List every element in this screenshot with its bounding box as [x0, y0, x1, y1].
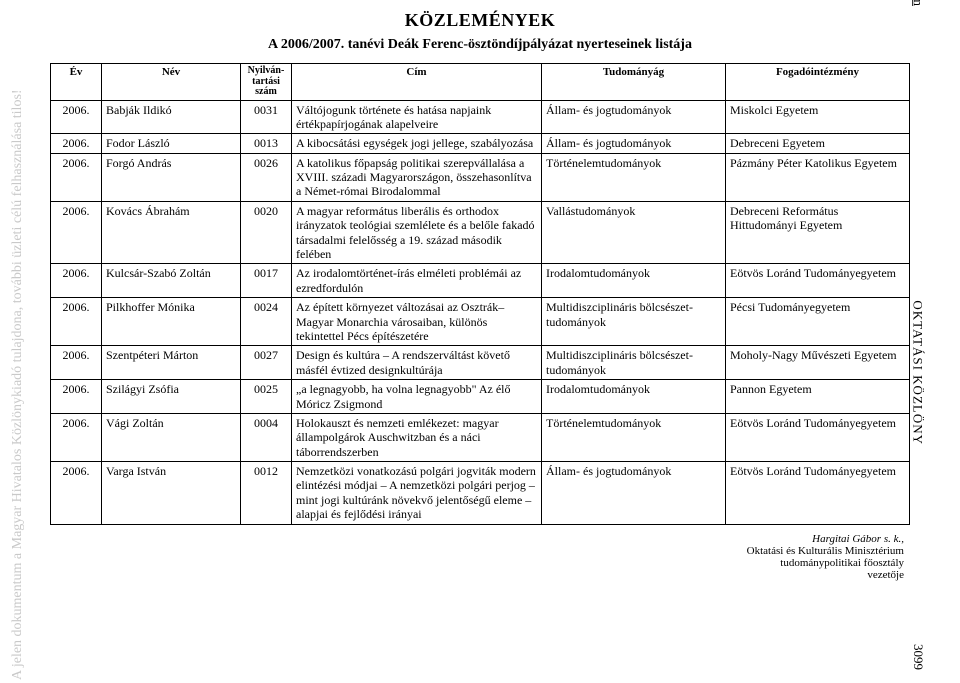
cell-year: 2006.	[51, 264, 102, 298]
cell-discipline: Állam- és jogtudományok	[542, 100, 726, 134]
left-margin-watermark: A jelen dokumentum a Magyar Hivatalos Kö…	[10, 89, 26, 680]
col-title-header: Cím	[292, 64, 542, 101]
col-name-header: Név	[102, 64, 241, 101]
cell-number: 0004	[241, 413, 292, 461]
page-title: KÖZLEMÉNYEK	[50, 10, 910, 31]
table-header-row: Év Név Nyilván- tartási szám Cím Tudomán…	[51, 64, 910, 101]
cell-name: Fodor László	[102, 134, 241, 153]
cell-institution: Eötvös Loránd Tudományegyetem	[726, 413, 910, 461]
cell-year: 2006.	[51, 413, 102, 461]
cell-discipline: Történelemtudományok	[542, 413, 726, 461]
cell-institution: Eötvös Loránd Tudományegyetem	[726, 264, 910, 298]
cell-discipline: Irodalomtudományok	[542, 380, 726, 414]
cell-number: 0012	[241, 462, 292, 525]
cell-year: 2006.	[51, 346, 102, 380]
cell-institution: Pécsi Tudományegyetem	[726, 298, 910, 346]
signature-line-1: Oktatási és Kulturális Minisztérium	[50, 545, 904, 557]
table-row: 2006.Varga István0012Nemzetközi vonatkoz…	[51, 462, 910, 525]
cell-name: Kovács Ábrahám	[102, 201, 241, 264]
col-number-header: Nyilván- tartási szám	[241, 64, 292, 101]
cell-number: 0025	[241, 380, 292, 414]
table-row: 2006.Forgó András0026A katolikus főpapsá…	[51, 153, 910, 201]
cell-name: Szentpéteri Márton	[102, 346, 241, 380]
cell-number: 0031	[241, 100, 292, 134]
signature-name: Hargitai Gábor s. k.,	[50, 533, 904, 545]
cell-title: A kibocsátási egységek jogi jellege, sza…	[292, 134, 542, 153]
col-institution-header: Fogadóintézmény	[726, 64, 910, 101]
cell-name: Kulcsár-Szabó Zoltán	[102, 264, 241, 298]
right-margin-journal: OKTATÁSI KÖZLÖNY	[910, 300, 926, 445]
table-row: 2006.Fodor László0013A kibocsátási egysé…	[51, 134, 910, 153]
cell-title: „a legnagyobb, ha volna legnagyobb" Az é…	[292, 380, 542, 414]
cell-year: 2006.	[51, 100, 102, 134]
cell-year: 2006.	[51, 201, 102, 264]
cell-name: Forgó András	[102, 153, 241, 201]
col-year-header: Év	[51, 64, 102, 101]
cell-title: Design és kultúra – A rendszerváltást kö…	[292, 346, 542, 380]
table-row: 2006.Szilágyi Zsófia0025„a legnagyobb, h…	[51, 380, 910, 414]
right-margin-page: 3099	[910, 644, 926, 670]
table-row: 2006.Kovács Ábrahám0020A magyar reformát…	[51, 201, 910, 264]
cell-number: 0013	[241, 134, 292, 153]
cell-name: Vági Zoltán	[102, 413, 241, 461]
table-row: 2006.Pilkhoffer Mónika0024Az épített kör…	[51, 298, 910, 346]
page-subtitle: A 2006/2007. tanévi Deák Ferenc-ösztöndí…	[50, 37, 910, 53]
cell-discipline: Történelemtudományok	[542, 153, 726, 201]
signature-line-3: vezetője	[50, 569, 904, 581]
cell-institution: Pázmány Péter Katolikus Egyetem	[726, 153, 910, 201]
winners-table: Év Név Nyilván- tartási szám Cím Tudomán…	[50, 63, 910, 525]
cell-year: 2006.	[51, 153, 102, 201]
cell-name: Varga István	[102, 462, 241, 525]
col-discipline-header: Tudományág	[542, 64, 726, 101]
cell-title: Váltójogunk története és hatása napjaink…	[292, 100, 542, 134]
table-row: 2006.Vági Zoltán0004Holokauszt és nemzet…	[51, 413, 910, 461]
cell-institution: Pannon Egyetem	[726, 380, 910, 414]
cell-name: Babják Ildikó	[102, 100, 241, 134]
signature-line-2: tudománypolitikai főosztály	[50, 557, 904, 569]
cell-number: 0024	[241, 298, 292, 346]
cell-number: 0027	[241, 346, 292, 380]
cell-discipline: Irodalomtudományok	[542, 264, 726, 298]
cell-title: Az épített környezet változásai az Osztr…	[292, 298, 542, 346]
cell-year: 2006.	[51, 134, 102, 153]
table-row: 2006.Babják Ildikó0031Váltójogunk történ…	[51, 100, 910, 134]
cell-number: 0026	[241, 153, 292, 201]
cell-name: Szilágyi Zsófia	[102, 380, 241, 414]
table-row: 2006.Kulcsár-Szabó Zoltán0017Az irodalom…	[51, 264, 910, 298]
cell-year: 2006.	[51, 462, 102, 525]
cell-number: 0020	[241, 201, 292, 264]
cell-institution: Moholy-Nagy Művészeti Egyetem	[726, 346, 910, 380]
cell-title: Az irodalomtörténet-írás elméleti problé…	[292, 264, 542, 298]
cell-discipline: Vallástudományok	[542, 201, 726, 264]
cell-title: Nemzetközi vonatkozású polgári jogviták …	[292, 462, 542, 525]
cell-discipline: Állam- és jogtudományok	[542, 462, 726, 525]
signature-block: Hargitai Gábor s. k., Oktatási és Kultur…	[50, 533, 910, 581]
cell-title: A magyar református liberális és orthodo…	[292, 201, 542, 264]
cell-year: 2006.	[51, 380, 102, 414]
table-row: 2006.Szentpéteri Márton0027Design és kul…	[51, 346, 910, 380]
cell-institution: Debreceni Református Hittudományi Egyete…	[726, 201, 910, 264]
cell-year: 2006.	[51, 298, 102, 346]
cell-discipline: Multidiszciplináris bölcsészet-tudományo…	[542, 346, 726, 380]
cell-institution: Debreceni Egyetem	[726, 134, 910, 153]
cell-institution: Eötvös Loránd Tudományegyetem	[726, 462, 910, 525]
cell-discipline: Multidiszciplináris bölcsészet-tudományo…	[542, 298, 726, 346]
cell-number: 0017	[241, 264, 292, 298]
cell-institution: Miskolci Egyetem	[726, 100, 910, 134]
cell-discipline: Állam- és jogtudományok	[542, 134, 726, 153]
cell-name: Pilkhoffer Mónika	[102, 298, 241, 346]
cell-title: Holokauszt és nemzeti emlékezet: magyar …	[292, 413, 542, 461]
right-margin-issue: 30. szám	[910, 0, 926, 6]
cell-title: A katolikus főpapság politikai szerepvál…	[292, 153, 542, 201]
